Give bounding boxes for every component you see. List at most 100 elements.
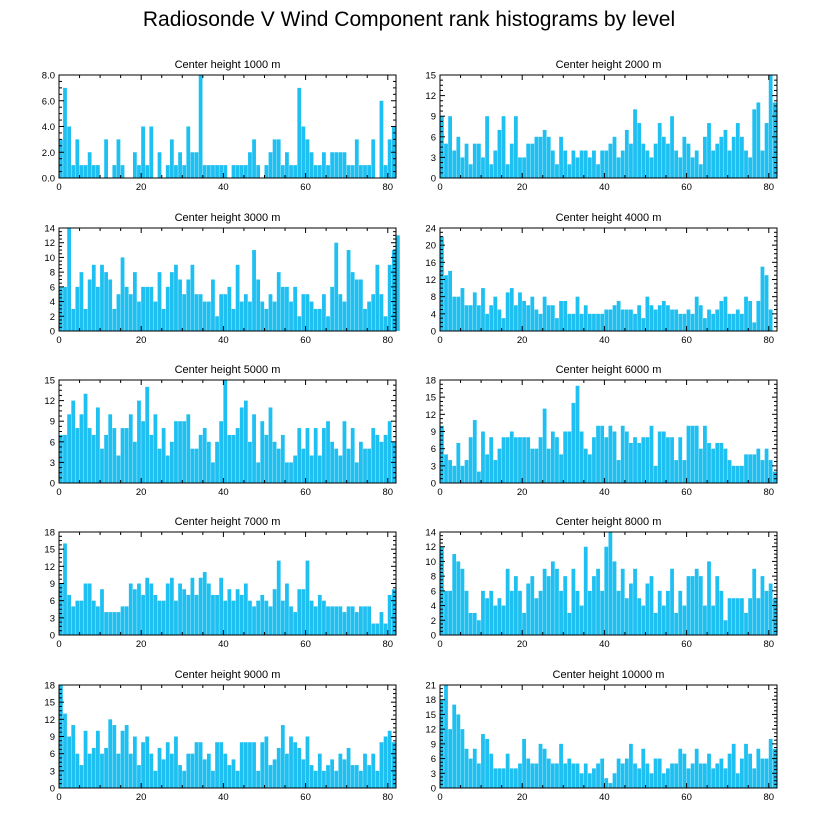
y-tick-label: 8.0 xyxy=(42,71,55,82)
histogram-bar xyxy=(75,139,80,179)
histogram-bar xyxy=(748,157,753,178)
histogram-bar xyxy=(555,568,559,635)
histogram-bar xyxy=(587,773,592,788)
histogram-bar xyxy=(641,605,646,635)
histogram-bar xyxy=(670,116,674,178)
y-tick-label: 6 xyxy=(431,132,436,143)
histogram-bar xyxy=(141,421,145,483)
histogram-bar xyxy=(223,753,228,788)
histogram-bar xyxy=(513,768,518,788)
histogram-bar xyxy=(174,165,178,179)
histogram-bar xyxy=(211,165,215,179)
histogram-bar xyxy=(272,441,277,483)
histogram-bar xyxy=(744,743,748,788)
histogram-bar xyxy=(534,763,539,788)
y-tick-label: 6 xyxy=(50,596,55,607)
histogram-bar xyxy=(707,753,711,788)
histogram-bar xyxy=(690,425,695,483)
x-tick-label: 60 xyxy=(300,639,311,650)
histogram-bar xyxy=(497,129,502,178)
histogram-bar xyxy=(703,136,707,178)
histogram-bar xyxy=(157,152,162,178)
histogram-bar xyxy=(485,116,489,178)
histogram-bar xyxy=(633,109,637,178)
histogram-bar xyxy=(239,301,244,331)
histogram-bar xyxy=(456,296,461,331)
histogram-bar xyxy=(354,462,359,483)
histogram-bar xyxy=(174,736,178,788)
histogram-bar xyxy=(227,589,232,635)
histogram-bar xyxy=(698,576,703,635)
histogram-bar xyxy=(112,308,117,331)
histogram-bar xyxy=(505,753,510,788)
histogram-bar xyxy=(223,600,228,635)
histogram-bar xyxy=(87,279,92,331)
histogram-bar xyxy=(567,758,572,788)
x-tick-label: 0 xyxy=(56,182,61,193)
histogram-bar xyxy=(202,759,207,788)
histogram-bar xyxy=(657,590,662,635)
chart-title: Radiosonde V Wind Component rank histogr… xyxy=(142,8,676,31)
histogram-bar xyxy=(530,143,535,178)
histogram-panel-5: Center height 5000 m 0 3 6 9 12 15 0 20 40 60 80 xyxy=(44,364,397,498)
histogram-bar xyxy=(367,165,372,179)
x-tick-label: 40 xyxy=(599,335,610,346)
histogram-bar xyxy=(481,590,485,635)
histogram-bar xyxy=(293,165,298,179)
histogram-bar xyxy=(309,765,314,788)
y-tick-label: 9 xyxy=(431,739,436,750)
y-tick-label: 3 xyxy=(431,153,436,164)
histogram-bar xyxy=(280,286,285,331)
histogram-bar xyxy=(546,576,551,635)
x-tick-label: 60 xyxy=(681,335,692,346)
histogram-bar xyxy=(608,425,613,483)
histogram-bar xyxy=(760,460,765,483)
histogram-bar xyxy=(383,623,388,635)
histogram-bar xyxy=(703,605,707,635)
histogram-bar xyxy=(752,322,757,331)
y-tick-label: 0 xyxy=(50,784,55,795)
histogram-bar xyxy=(460,729,465,788)
histogram-bar xyxy=(476,763,481,788)
histogram-bar xyxy=(456,136,461,178)
histogram-bar xyxy=(149,126,154,178)
histogram-bar xyxy=(740,313,744,331)
histogram-bar xyxy=(555,318,559,332)
histogram-bar xyxy=(128,414,133,483)
histogram-bar xyxy=(600,425,605,483)
y-tick-label: 12 xyxy=(425,91,436,102)
histogram-bar xyxy=(334,606,339,635)
x-tick-label: 60 xyxy=(681,792,692,803)
histogram-bar xyxy=(301,294,306,331)
histogram-bar xyxy=(485,313,489,331)
histogram-bar xyxy=(723,768,728,788)
histogram-bar xyxy=(768,75,773,178)
histogram-bar xyxy=(723,448,728,483)
x-tick-label: 40 xyxy=(218,487,229,498)
histogram-bar xyxy=(608,783,613,788)
histogram-bar xyxy=(174,264,178,331)
histogram-bar xyxy=(760,150,765,178)
histogram-bar xyxy=(735,598,740,635)
histogram-bar xyxy=(289,165,293,179)
histogram-bar xyxy=(731,136,736,178)
y-tick-label: 0 xyxy=(50,631,55,642)
histogram-bar xyxy=(243,583,248,635)
histogram-bar xyxy=(596,425,600,483)
histogram-bar xyxy=(464,590,469,635)
histogram-bar xyxy=(670,763,674,788)
histogram-bar xyxy=(276,747,281,788)
histogram-bar xyxy=(260,742,265,788)
histogram-bar xyxy=(79,600,84,635)
x-tick-label: 0 xyxy=(437,792,442,803)
histogram-bar xyxy=(342,152,347,178)
histogram-bar xyxy=(550,431,555,483)
y-tick-label: 0 xyxy=(431,479,436,490)
y-tick-label: 10 xyxy=(425,557,436,568)
histogram-bar xyxy=(342,612,347,635)
histogram-bar xyxy=(178,765,182,788)
histogram-bar xyxy=(764,758,769,788)
histogram-bar xyxy=(137,301,141,331)
histogram-bar xyxy=(555,763,559,788)
